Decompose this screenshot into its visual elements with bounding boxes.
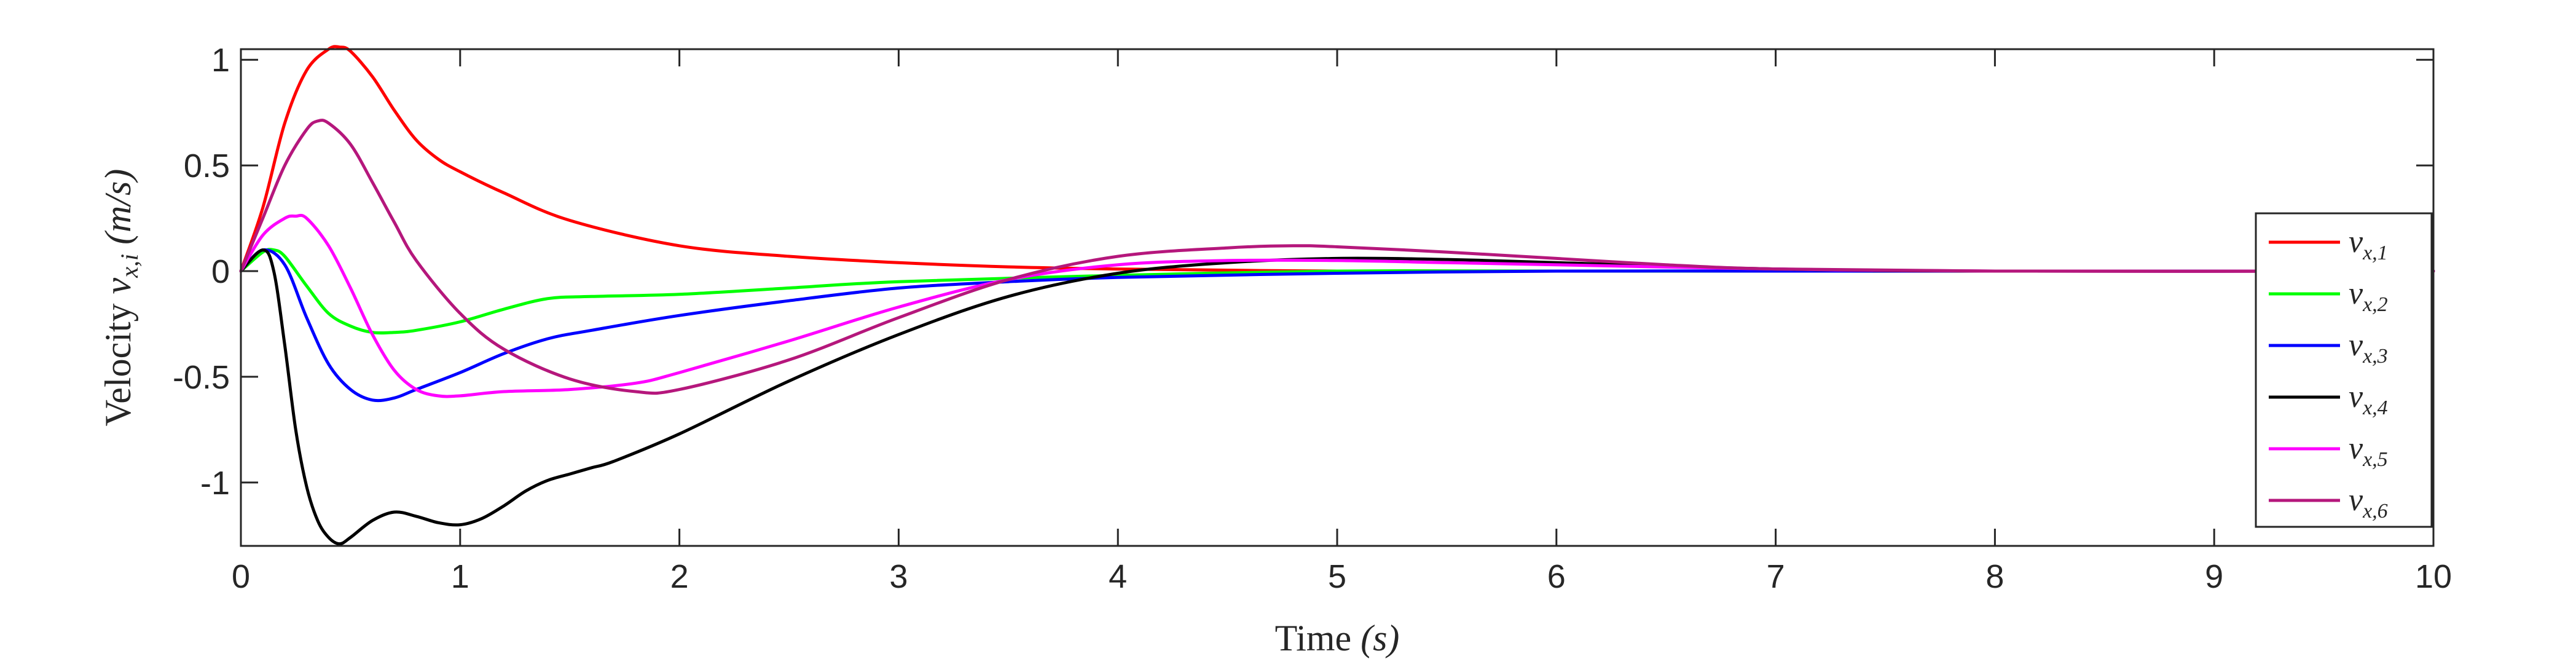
series-line-4 (239, 248, 2435, 546)
legend-label-1: vx,1 (2349, 224, 2388, 264)
x-tick-label: 8 (1985, 558, 2004, 595)
x-tick-label: 1 (451, 558, 469, 595)
legend-label-4: vx,4 (2349, 379, 2388, 419)
legend-label-3: vx,3 (2349, 328, 2388, 368)
x-tick-label: 6 (1547, 558, 1566, 595)
series-line-6 (239, 119, 2435, 395)
y-tick-label: 1 (211, 42, 230, 79)
legend: vx,1 vx,2 vx,3 vx,4 vx,5 vx,6 (2255, 212, 2433, 528)
legend-box (2255, 212, 2433, 528)
x-tick-label: 10 (2415, 558, 2452, 595)
x-tick-label: 2 (670, 558, 689, 595)
x-tick-label: 7 (1767, 558, 1785, 595)
x-tick-label: 5 (1328, 558, 1346, 595)
tick-labels: 0 1 2 3 4 5 6 7 8 9 10 -1 -0.5 0 0.5 1 (173, 42, 2452, 595)
y-tick-label: -1 (200, 465, 230, 502)
y-tick-label: 0 (211, 253, 230, 290)
legend-label-2: vx,2 (2349, 276, 2388, 316)
y-tick-label: 0.5 (184, 148, 230, 184)
legend-items: vx,1 vx,2 vx,3 vx,4 vx,5 vx,6 (2269, 224, 2388, 523)
x-tick-label: 4 (1109, 558, 1127, 595)
series-line-5 (239, 213, 2435, 398)
series-lines (239, 45, 2435, 546)
y-axis-title: Velocity vx,i (m/s) (98, 169, 143, 427)
x-tick-label: 9 (2205, 558, 2223, 595)
series-line-3 (239, 248, 2435, 403)
x-tick-label: 0 (232, 558, 250, 595)
x-axis-title: Time (s) (1275, 618, 1400, 658)
y-tick-label: -0.5 (173, 359, 230, 396)
x-tick-label: 3 (889, 558, 908, 595)
legend-label-5: vx,5 (2349, 431, 2388, 471)
legend-label-6: vx,6 (2349, 483, 2388, 523)
